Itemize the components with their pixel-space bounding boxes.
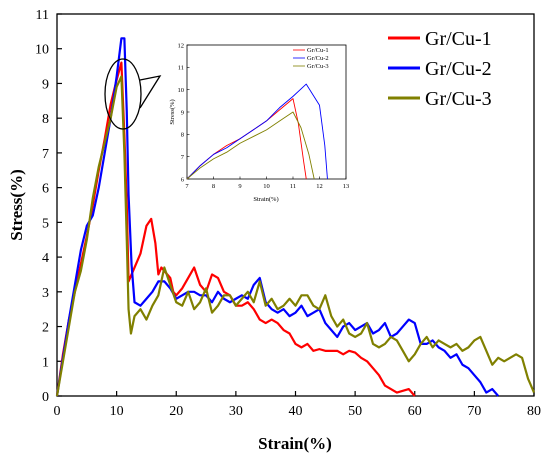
y-tick-label: 6 [42,182,49,197]
inset-y-tick-label: 10 [178,87,185,94]
inset-series-line-gr-cu-3 [186,111,315,180]
inset-series-line-gr-cu-2 [186,83,328,180]
x-tick-label: 0 [54,404,61,419]
inset-y-tick-label: 9 [181,109,184,116]
legend-label-gr-cu-3: Gr/Cu-3 [425,88,492,110]
y-tick-label: 11 [36,8,49,23]
y-tick-label: 8 [42,112,49,127]
inset-legend: Gr/Cu-1 Gr/Cu-2 Gr/Cu-3 [293,47,329,70]
x-tick-label: 40 [289,404,303,419]
x-tick-label: 50 [348,404,362,419]
y-axis-label: Stress(%) [7,169,26,240]
main-series [55,37,536,397]
inset-y-tick-label: 12 [178,42,185,49]
y-tick-label: 0 [42,390,49,405]
y-tick-label: 2 [42,321,49,336]
inset-x-tick-label: 12 [316,183,323,190]
y-tick-label: 4 [42,251,49,266]
callout-ellipse [104,58,142,130]
legend-label-gr-cu-2: Gr/Cu-2 [425,58,492,80]
inset-legend-label-gr-cu-1: Gr/Cu-1 [307,47,329,54]
callout-leader [139,75,162,109]
y-tick-label: 7 [42,147,49,162]
series-line-gr-cu-3 [55,75,536,397]
x-tick-label: 80 [527,404,541,419]
series-line-gr-cu-1 [55,61,416,397]
y-tick-label: 10 [35,43,49,58]
inset-x-tick-label: 8 [212,183,215,190]
inset-y-tick-label: 6 [181,176,185,183]
x-axis-label: Strain(%) [258,434,332,453]
x-tick-label: 60 [408,404,422,419]
y-tick-label: 1 [42,355,49,370]
x-tick-label: 20 [169,404,183,419]
inset-x-tick-label: 9 [238,183,241,190]
x-tick-label: 70 [467,404,481,419]
inset-x-tick-label: 10 [263,183,270,190]
main-legend: Gr/Cu-1 Gr/Cu-2 Gr/Cu-3 [388,28,492,110]
y-tick-label: 9 [42,77,49,92]
inset-y-tick-label: 11 [178,65,184,72]
inset-y-axis-label: Stress(%) [169,99,176,124]
inset-y-tick-label: 7 [181,154,185,161]
inset-x-tick-label: 11 [290,183,296,190]
inset-plot-frame [186,44,347,180]
x-tick-label: 10 [110,404,124,419]
inset-legend-label-gr-cu-3: Gr/Cu-3 [307,63,329,70]
inset-legend-label-gr-cu-2: Gr/Cu-2 [307,55,329,62]
inset-x-axis-label: Strain(%) [253,196,278,203]
inset-series [186,83,328,180]
legend-label-gr-cu-1: Gr/Cu-1 [425,28,492,50]
y-tick-label: 5 [42,216,49,231]
inset-x-tick-label: 13 [343,183,350,190]
y-tick-label: 3 [42,286,49,301]
inset-x-tick-label: 7 [185,183,189,190]
x-tick-label: 30 [229,404,243,419]
inset-y-tick-label: 8 [181,132,184,139]
